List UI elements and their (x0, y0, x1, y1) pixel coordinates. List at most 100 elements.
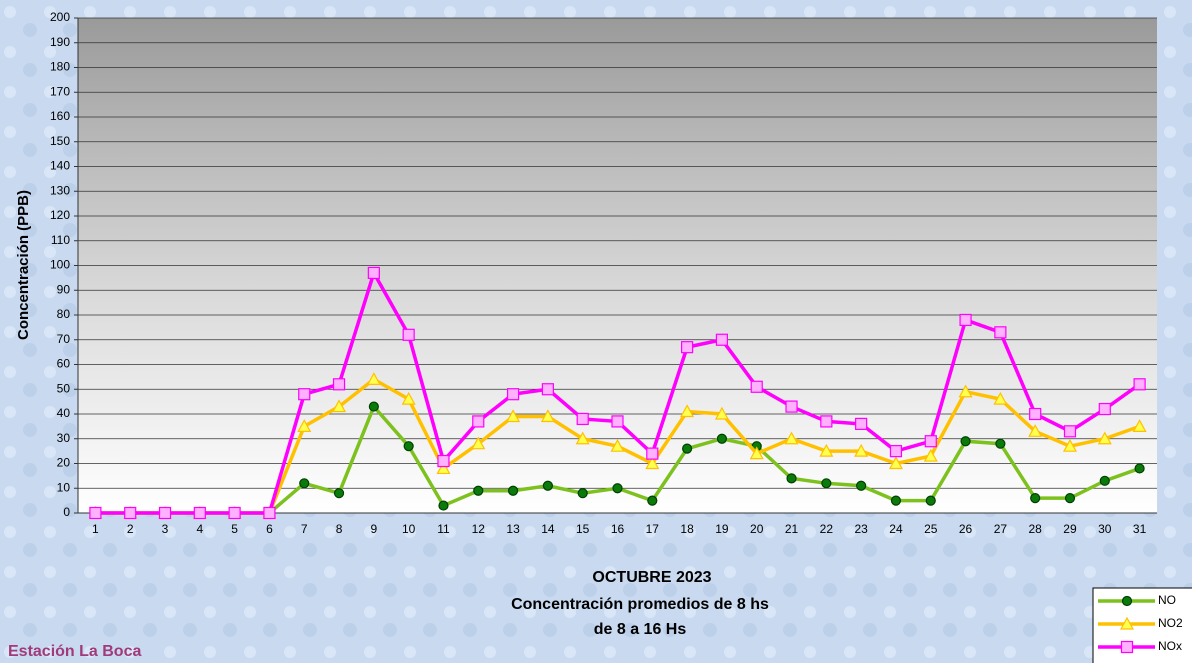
y-tick-label: 140 (50, 159, 70, 173)
point (402, 328, 415, 341)
y-tick-label: 130 (50, 183, 70, 197)
point (925, 495, 936, 506)
point (888, 456, 903, 470)
x-tick-label: 30 (1098, 522, 1112, 536)
y-tick-label: 40 (57, 406, 71, 420)
x-tick-label: 22 (820, 522, 834, 536)
point (1121, 595, 1133, 607)
point (332, 399, 347, 413)
point (890, 495, 902, 506)
x-tick-label: 10 (402, 522, 416, 536)
x-tick-label: 15 (576, 522, 590, 536)
point (889, 445, 903, 458)
x-tick-label: 12 (472, 522, 486, 536)
point (1030, 493, 1041, 504)
point (786, 473, 797, 484)
x-tick-label: 9 (371, 522, 378, 536)
point (228, 506, 241, 520)
point (367, 266, 380, 280)
x-tick-label: 13 (506, 522, 520, 536)
point (471, 436, 486, 450)
x-tick-label: 3 (162, 522, 169, 536)
x-tick-label: 26 (959, 522, 973, 536)
point (506, 388, 520, 401)
point (645, 456, 660, 470)
y-tick-label: 160 (50, 109, 70, 123)
point (472, 415, 485, 428)
point (820, 415, 833, 428)
point (506, 409, 521, 423)
point (854, 443, 869, 457)
point (1098, 402, 1111, 416)
point (366, 372, 381, 385)
point (1120, 640, 1134, 654)
point (1062, 438, 1077, 452)
point (993, 391, 1008, 405)
point (819, 443, 834, 457)
point (1097, 431, 1112, 445)
point (1029, 407, 1042, 421)
x-tick-label: 24 (889, 522, 903, 536)
x-tick-label: 23 (854, 522, 868, 536)
point (299, 478, 310, 489)
point (575, 431, 590, 445)
point (158, 506, 172, 520)
point (332, 378, 346, 391)
x-tick-label: 19 (715, 522, 729, 536)
y-tick-label: 20 (57, 456, 71, 470)
x-tick-label: 17 (646, 522, 660, 536)
legend-label: NO (1158, 593, 1176, 607)
point (714, 406, 729, 420)
x-tick-label: 21 (785, 522, 799, 536)
point (960, 436, 971, 447)
point (333, 488, 345, 499)
point (124, 506, 137, 520)
point (403, 441, 414, 452)
point (784, 431, 799, 445)
x-tick-label: 27 (994, 522, 1008, 536)
y-tick-label: 0 (63, 505, 70, 519)
point (750, 380, 763, 393)
point (1133, 378, 1146, 391)
x-tick-label: 31 (1133, 522, 1147, 536)
point (401, 391, 416, 405)
point (507, 485, 519, 496)
y-tick-label: 100 (50, 258, 70, 272)
chart-title: OCTUBRE 2023 (592, 569, 711, 586)
x-tick-label: 7 (301, 522, 308, 536)
x-tick-label: 18 (680, 522, 694, 536)
point (1063, 425, 1077, 438)
x-tick-label: 6 (266, 522, 273, 536)
legend-label: NO2 (1158, 616, 1183, 630)
point (716, 433, 728, 444)
subtitle: Concentración promedios de 8 hs (511, 596, 769, 613)
point (577, 488, 588, 499)
point (193, 506, 206, 520)
point (541, 383, 554, 396)
point (263, 506, 276, 520)
point (681, 341, 694, 354)
point (821, 478, 832, 489)
x-tick-label: 2 (127, 522, 134, 536)
y-tick-label: 120 (50, 208, 70, 222)
x-tick-label: 8 (336, 522, 343, 536)
point (855, 417, 868, 430)
x-tick-label: 28 (1028, 522, 1042, 536)
x-tick-label: 1 (92, 522, 99, 536)
point (297, 419, 312, 432)
point (680, 404, 695, 418)
point (646, 447, 659, 460)
y-tick-label: 50 (57, 381, 71, 395)
y-tick-label: 30 (57, 431, 71, 445)
y-tick-label: 190 (50, 35, 70, 49)
point (1119, 616, 1135, 630)
point (958, 384, 973, 398)
point (542, 480, 553, 491)
point (994, 326, 1007, 339)
y-axis-label: Concentración (PPB) (15, 190, 32, 340)
y-tick-label: 150 (50, 134, 70, 148)
point (473, 485, 484, 496)
x-tick-label: 4 (196, 522, 203, 536)
x-tick-label: 25 (924, 522, 938, 536)
